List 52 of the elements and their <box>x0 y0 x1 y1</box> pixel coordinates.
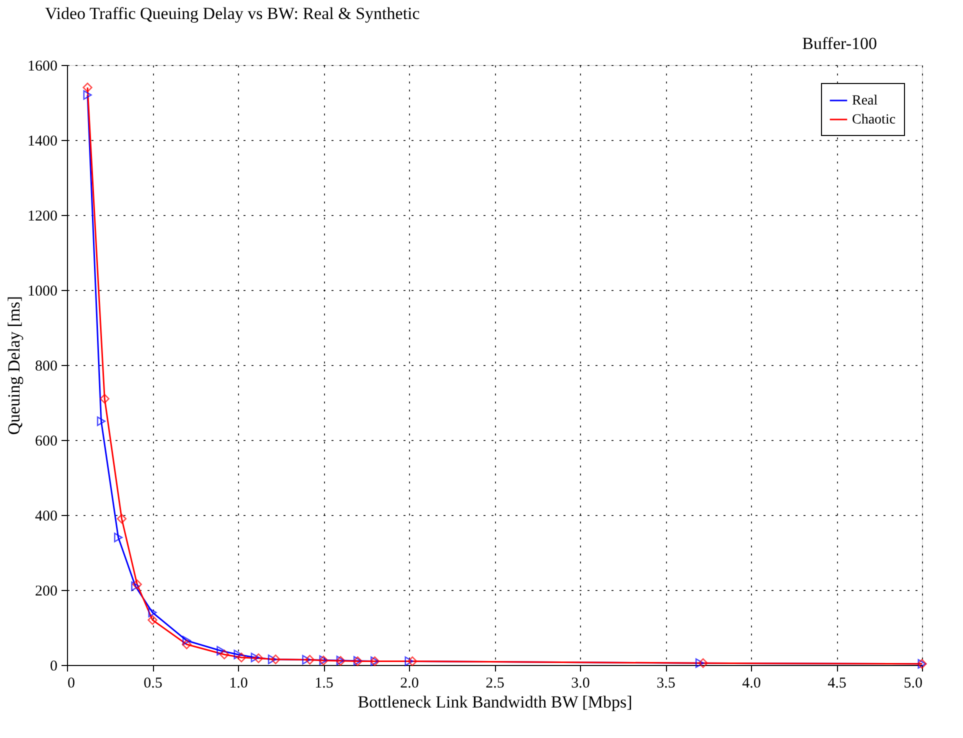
x-tick-label: 5.0 <box>904 676 922 692</box>
x-tick-label: 3.0 <box>571 676 590 692</box>
x-tick-label: 2.5 <box>486 676 504 692</box>
y-tick-label: 200 <box>35 584 58 600</box>
point <box>219 650 230 660</box>
x-tick-label: 0.5 <box>144 676 162 692</box>
y-tick-label: 0 <box>50 658 58 674</box>
point <box>254 653 264 664</box>
point <box>216 646 226 656</box>
x-tick-label: 3.5 <box>656 676 676 692</box>
y-tick-label: 600 <box>35 434 58 450</box>
point <box>270 654 280 664</box>
y-tick-label: 1600 <box>28 58 58 74</box>
point <box>148 608 157 618</box>
point <box>182 636 191 646</box>
y-axis-title: Queuing Delay [ms] <box>4 296 24 435</box>
point <box>404 656 414 666</box>
point <box>236 652 246 662</box>
point <box>116 514 127 524</box>
point <box>132 580 142 590</box>
point <box>114 532 123 542</box>
point <box>82 82 92 92</box>
x-tick-label: 2.0 <box>400 676 419 692</box>
y-tick-label: 1200 <box>28 208 58 224</box>
point <box>100 394 110 404</box>
point <box>148 615 158 625</box>
y-tick-label: 400 <box>35 508 58 524</box>
point <box>698 658 708 668</box>
legend-label: Real <box>852 94 878 108</box>
point <box>234 650 242 660</box>
x-tick-label: 0 <box>68 676 75 692</box>
point <box>96 416 106 426</box>
x-tick-label: 1.0 <box>229 676 248 692</box>
chart-title: Video Traffic Queuing Delay vs BW: Real & Synthetic <box>45 4 420 23</box>
y-tick-label: 800 <box>35 358 58 374</box>
legend-label: Chaotic <box>852 112 896 128</box>
point <box>83 90 92 100</box>
y-tick-label: 1000 <box>28 284 58 300</box>
x-tick-label: 1.5 <box>314 676 334 692</box>
x-tick-label: 4.5 <box>828 676 846 692</box>
x-tick-label: 4.0 <box>742 676 761 692</box>
point <box>182 640 192 650</box>
point <box>408 656 418 666</box>
y-tick-label: 1400 <box>28 134 58 150</box>
point <box>695 658 704 668</box>
point <box>304 654 315 665</box>
point <box>250 652 260 662</box>
point <box>302 654 311 665</box>
point <box>268 654 276 664</box>
text: Buffer-100 <box>802 34 877 53</box>
point <box>131 581 140 592</box>
x-axis-title: Bottleneck Link Bandwidth BW [Mbps] <box>358 692 632 712</box>
